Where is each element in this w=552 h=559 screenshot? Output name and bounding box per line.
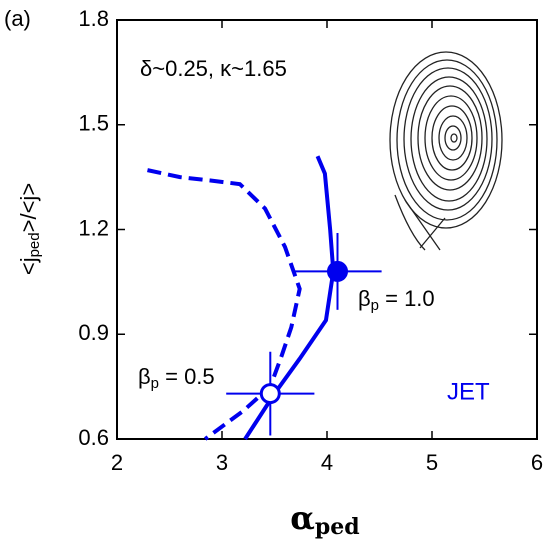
y-tick-label: 1.8	[78, 6, 109, 31]
series-label-main: β	[138, 364, 151, 389]
y-tick-label: 0.9	[78, 320, 109, 345]
y-axis-label: <jped>/<j>	[16, 183, 43, 275]
x-tick-label: 3	[216, 450, 228, 475]
x-tick-label: 2	[111, 450, 123, 475]
x-tick-label: 4	[321, 450, 333, 475]
x-tick-label: 6	[531, 450, 543, 475]
y-label-tail: >/<j>	[16, 183, 41, 233]
series-label-sub: p	[371, 297, 379, 314]
series-line	[243, 155, 336, 441]
flux-surfaces	[389, 51, 503, 251]
y-label-sub: ped	[26, 232, 43, 257]
y-tick-label: 1.2	[78, 215, 109, 240]
series-label: βp = 0.5	[138, 364, 215, 392]
data-point	[259, 383, 281, 405]
series-label-main: β	[358, 286, 371, 311]
series-label: βp = 1.0	[358, 286, 435, 314]
series-label-tail: = 0.5	[159, 364, 215, 389]
series-label-tail: = 1.0	[379, 286, 435, 311]
y-label-main: <j	[16, 257, 41, 275]
brand-label: JET	[447, 378, 490, 405]
x-label-main: α	[290, 499, 315, 537]
x-axis-label: αped	[290, 499, 359, 541]
panel-label: (a)	[4, 6, 31, 31]
annotation: δ~0.25, κ~1.65	[140, 56, 287, 81]
series-label-sub: p	[151, 375, 159, 392]
y-tick-label: 1.5	[78, 111, 109, 136]
x-label-sub: ped	[315, 514, 360, 540]
x-tick-label: 5	[426, 450, 438, 475]
data-point	[327, 260, 348, 282]
y-tick-label: 0.6	[78, 425, 109, 450]
